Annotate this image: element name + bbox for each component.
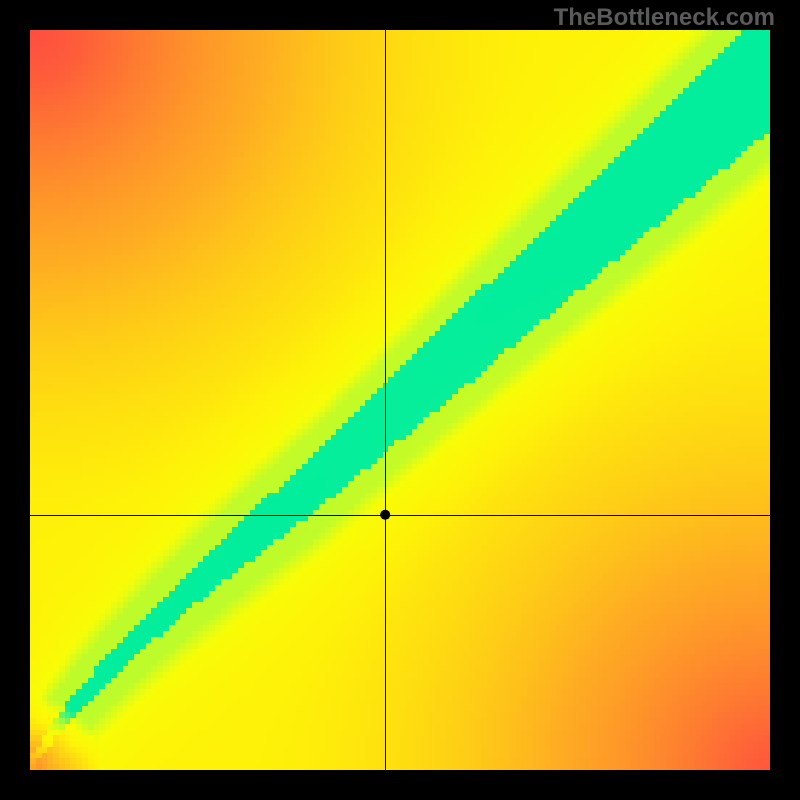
heatmap-canvas xyxy=(0,0,800,800)
attribution-text: TheBottleneck.com xyxy=(554,4,775,32)
chart-container: TheBottleneck.com xyxy=(0,0,800,800)
